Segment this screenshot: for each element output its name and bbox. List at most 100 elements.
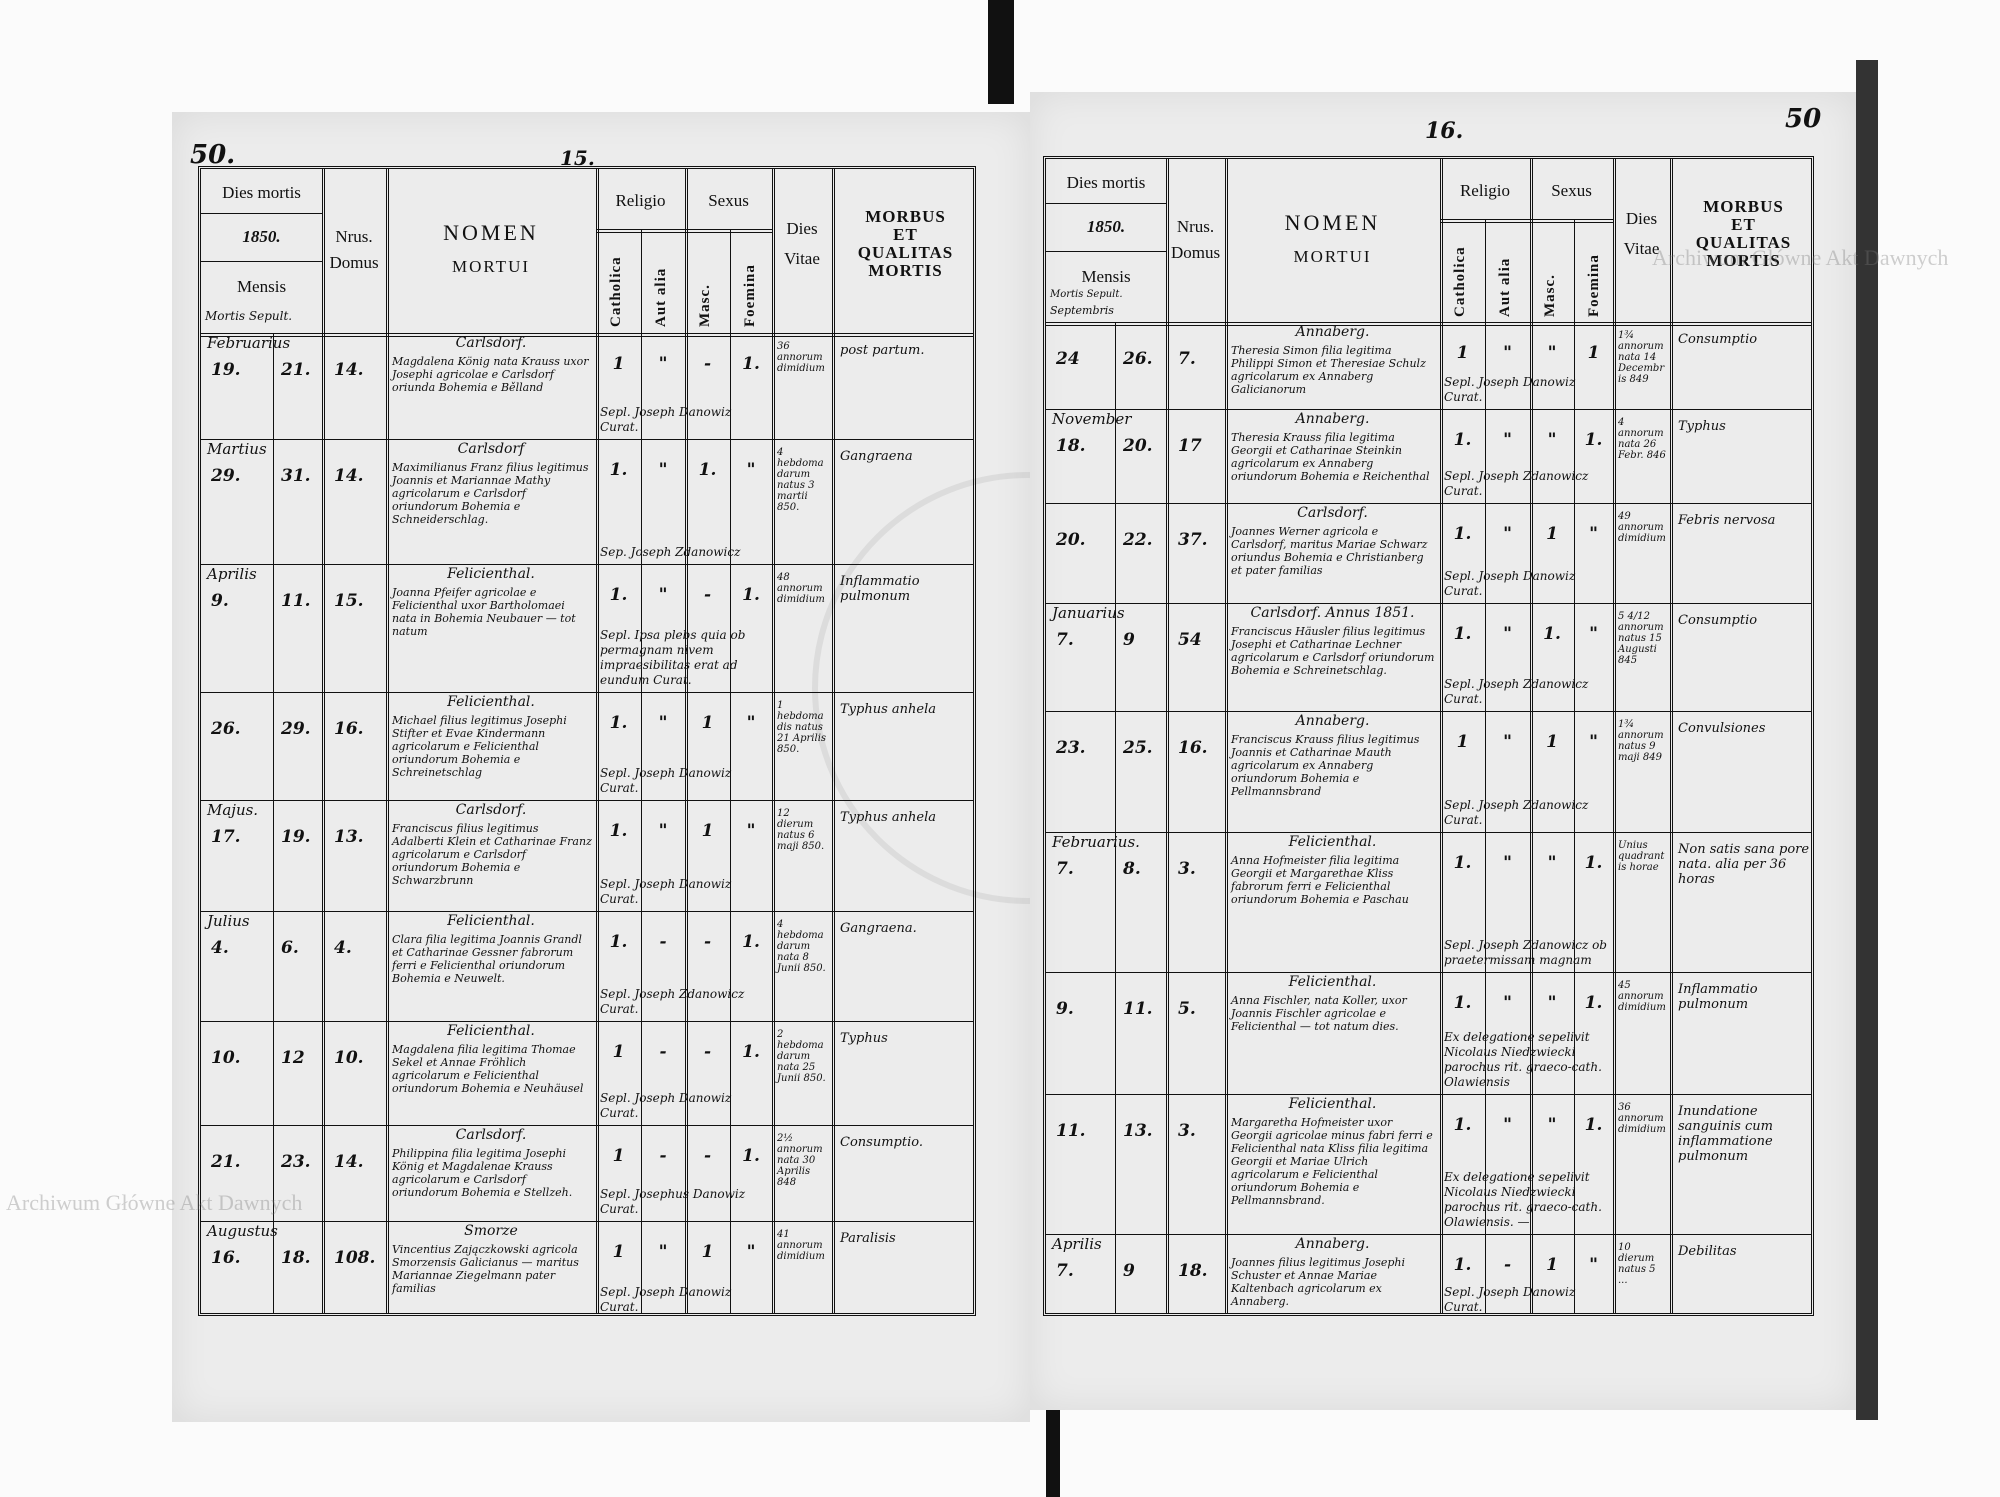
burial-officiant: Sepl. Joseph Zdanowicz ob praetermissam …: [1444, 938, 1607, 967]
burial-officiant: Sepl. Joseph Zdanowicz Curat.: [1444, 798, 1589, 827]
day-of-burial: 23.: [281, 1152, 311, 1172]
deceased-name: Franciscus Krauss filius legitimus Joann…: [1231, 733, 1420, 798]
folio-number-left: 50.: [190, 140, 236, 170]
register-entry: Martius 29. 31. 14. Carlsdorf Maximilianus Fr…: [201, 439, 973, 564]
header-mensis: Mensis: [236, 277, 287, 296]
register-entry: 23. 25. 16. Annaberg. Franciscus Krauss fili…: [1046, 711, 1811, 832]
row-divider: [1046, 711, 1811, 712]
mark-foemina: 1.: [742, 1146, 760, 1166]
mark-foemina: ": [746, 713, 756, 733]
locality: Carlsdorf.: [455, 802, 527, 818]
locality: Annaberg.: [1295, 713, 1370, 729]
mark-aut-alia: ": [1503, 524, 1512, 544]
day-of-burial: 8.: [1123, 859, 1141, 879]
mark-catholica: 1: [612, 354, 625, 374]
row-divider: [201, 1125, 973, 1126]
column-divider: [1530, 159, 1533, 1313]
house-number: 14.: [334, 466, 364, 486]
burial-officiant: Sepl. Joseph Danowiz Curat.: [600, 1091, 732, 1120]
header-morbus-3: QUALITAS: [1695, 233, 1792, 252]
column-divider: [685, 169, 688, 1313]
age-at-death: 2½ annorum nata 30 Aprilis 848: [777, 1133, 823, 1188]
day-of-burial: 13.: [1123, 1121, 1153, 1141]
deceased-name: Franciscus Häusler filius legitimus Jose…: [1231, 625, 1435, 677]
book-edge-right: [1856, 60, 1878, 1420]
register-entry: Augustus 16. 18. 108. Smorze Vincentius Zając…: [201, 1221, 973, 1319]
mark-foemina: 1.: [1584, 430, 1603, 450]
row-divider: [1046, 1234, 1811, 1235]
deceased-name: Anna Hofmeister filia legitima Georgii e…: [1231, 854, 1409, 906]
book-spine-top: [988, 0, 1014, 104]
day-of-burial: 11.: [1123, 999, 1153, 1019]
locality: Felicienthal.: [447, 694, 535, 710]
mark-aut-alia: ": [1503, 624, 1512, 644]
house-number: 14.: [334, 360, 364, 380]
month-label: Januarius: [1052, 604, 1125, 622]
house-number: 5.: [1178, 999, 1196, 1019]
burial-officiant: Sepl. Joseph Danowiz Curat.: [1444, 1285, 1576, 1314]
deceased-name: Theresia Krauss filia legitima Georgii e…: [1231, 431, 1430, 483]
column-divider: [322, 169, 325, 1313]
header-sexus: Sexus: [1551, 181, 1592, 200]
day-of-burial: 22.: [1123, 530, 1153, 550]
header-mortui: MORTUI: [1293, 247, 1372, 266]
right-register-table: Dies mortis 1850. Mensis Mortis Sepult. Sept…: [1043, 156, 1814, 1316]
locality: Smorze: [464, 1223, 518, 1239]
cause-of-death: Inflammatio pulmonum: [1678, 982, 1758, 1012]
column-divider: [772, 169, 775, 1313]
row-divider: [201, 1221, 973, 1222]
row-divider: [201, 911, 973, 912]
mark-masc: 1: [701, 1242, 714, 1262]
age-at-death: 2 hebdomadarum nata 25 Junii 850.: [777, 1029, 826, 1084]
day-of-burial: 21.: [281, 360, 311, 380]
deceased-name: Theresia Simon filia legitima Philippi S…: [1231, 344, 1426, 396]
burial-officiant: Sepl. Joseph Danowiz Curat.: [600, 877, 732, 906]
deceased-name: Vincentius Zajączkowski agricola Smorzen…: [392, 1243, 579, 1295]
day-of-death: 21.: [211, 1152, 241, 1172]
header-morbus-1: MORBUS: [865, 207, 946, 226]
burial-officiant: Sepl. Joseph Zdanowicz Curat.: [600, 987, 745, 1016]
mark-foemina: 1.: [742, 585, 760, 605]
left-register-table: Dies mortis 1850. Mensis Mortis Sepult. Nrus…: [198, 166, 976, 1316]
mark-aut-alia: ": [658, 460, 668, 480]
mark-catholica: 1: [1456, 732, 1469, 752]
house-number: 108.: [334, 1248, 376, 1268]
mark-catholica: 1.: [609, 821, 628, 841]
mark-catholica: 1: [612, 1242, 625, 1262]
mark-masc: 1.: [1543, 624, 1561, 644]
column-divider: [273, 333, 274, 1313]
age-at-death: 45 annorum dimidium: [1618, 980, 1666, 1013]
header-divider: [1046, 203, 1166, 204]
locality: Carlsdorf. Annus 1851.: [1250, 605, 1415, 621]
column-divider: [1485, 219, 1486, 1313]
month-label: November: [1052, 410, 1132, 428]
day-of-death: 16.: [211, 1248, 241, 1268]
cause-of-death: Convulsiones: [1678, 721, 1766, 736]
header-morbus-3: QUALITAS: [857, 243, 954, 262]
header-mensis-sub: Mortis Sepult.: [205, 309, 293, 323]
age-at-death: Unius quadrantis horae: [1618, 840, 1665, 873]
mark-masc: 1: [701, 821, 714, 841]
cause-of-death: Inundatione sanguinis cum inflammatione …: [1678, 1104, 1773, 1164]
cause-of-death: Febris nervosa: [1678, 513, 1776, 528]
watermark-top-right: Archiwum Główne Akt Dawnych: [1652, 245, 1949, 270]
header-nrus: Nrus.: [335, 227, 373, 246]
mark-catholica: 1: [612, 1042, 625, 1062]
mark-catholica: 1.: [1453, 524, 1472, 544]
header-nomen: NOMEN: [443, 220, 539, 245]
deceased-name: Michael filius legitimus Josephi Stifter…: [392, 714, 567, 779]
locality: Annaberg.: [1295, 324, 1370, 340]
day-of-death: 17.: [211, 827, 241, 847]
mark-foemina: 1.: [742, 932, 760, 952]
mark-aut-alia: ": [1503, 343, 1512, 363]
deceased-name: Franciscus filius legitimus Adalberti Kl…: [392, 822, 592, 887]
deceased-name: Clara filia legitima Joannis Grandl et C…: [392, 933, 582, 985]
header-masc: Masc.: [697, 284, 713, 327]
age-at-death: 10 dierum natus 5 ...: [1618, 1242, 1656, 1286]
header-masc: Masc.: [1542, 274, 1558, 317]
house-number: 14.: [334, 1152, 364, 1172]
mark-foemina: 1.: [1584, 853, 1603, 873]
cause-of-death: Debilitas: [1678, 1244, 1737, 1259]
age-at-death: 1 hebdomadis natus 21 Aprilis 850.: [777, 700, 827, 755]
locality: Annaberg.: [1295, 411, 1370, 427]
